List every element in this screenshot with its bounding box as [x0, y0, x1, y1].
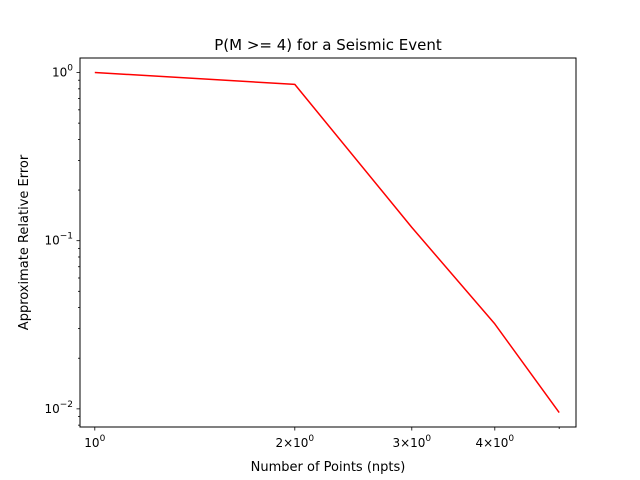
x-tick-label: 2×100	[275, 434, 314, 450]
y-tick-label: 10−2	[44, 400, 73, 416]
series-line	[94, 71, 560, 414]
x-axis-label: Number of Points (npts)	[251, 460, 406, 475]
x-tick-base: 10	[84, 436, 99, 450]
x-tick-exponent: 0	[100, 434, 106, 444]
x-tick-base: 3×10	[392, 436, 425, 450]
x-tick-base: 4×10	[475, 436, 508, 450]
y-tick-base: 10	[44, 402, 59, 416]
x-tick-exponent: 0	[508, 434, 514, 444]
x-tick-label: 4×100	[475, 434, 514, 450]
x-tick-label: 3×100	[392, 434, 431, 450]
y-tick-exponent: −2	[60, 400, 73, 410]
y-tick-label: 10−1	[44, 232, 73, 248]
y-tick-base: 10	[44, 234, 59, 248]
y-tick-exponent: −1	[60, 232, 73, 242]
y-tick-base: 10	[52, 66, 67, 80]
y-tick-label: 100	[52, 64, 73, 80]
plot-area	[80, 58, 576, 427]
x-tick-exponent: 0	[425, 434, 431, 444]
x-tick-label: 100	[84, 434, 105, 450]
y-tick-exponent: 0	[67, 64, 73, 74]
plot-frame	[79, 57, 577, 428]
chart-title: P(M >= 4) for a Seismic Event	[214, 36, 442, 54]
series-group	[94, 71, 560, 414]
y-axis-label: Approximate Relative Error	[17, 154, 32, 330]
x-tick-base: 2×10	[275, 436, 308, 450]
x-tick-exponent: 0	[308, 434, 314, 444]
